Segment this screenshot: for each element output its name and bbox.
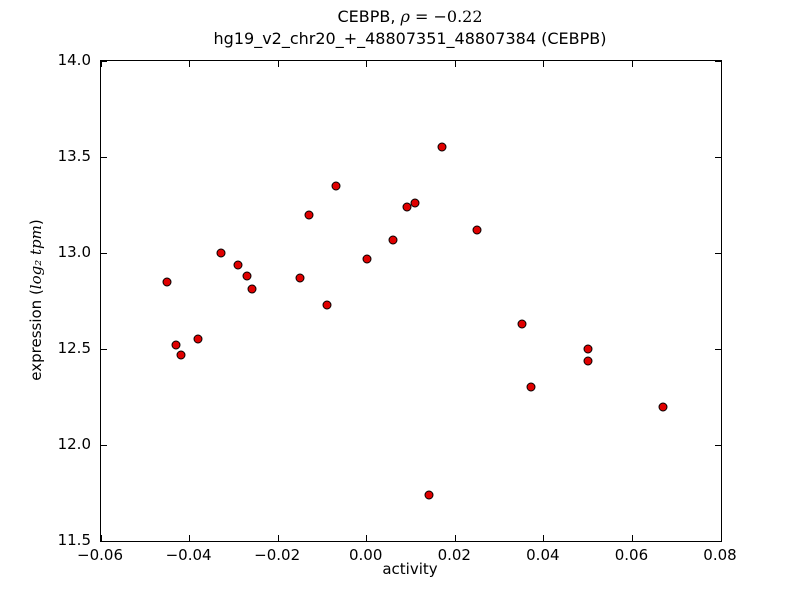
scatter-point xyxy=(176,350,186,360)
y-tick-label: 11.5 xyxy=(57,531,91,549)
x-tick xyxy=(543,535,545,541)
scatter-point xyxy=(517,319,527,329)
x-tick xyxy=(631,535,633,541)
x-tick-label: −0.06 xyxy=(77,546,123,564)
scatter-point xyxy=(388,235,398,245)
x-tick xyxy=(100,61,102,67)
x-tick-label: −0.04 xyxy=(165,546,212,564)
x-tick xyxy=(277,535,279,541)
scatter-point xyxy=(331,181,341,191)
scatter-point xyxy=(295,273,305,283)
scatter-point xyxy=(171,340,181,350)
scatter-point xyxy=(216,248,226,258)
y-tick xyxy=(101,252,107,254)
y-tick xyxy=(101,540,107,542)
scatter-point xyxy=(437,142,447,152)
scatter-point xyxy=(402,202,412,212)
scatter-point xyxy=(247,284,257,294)
y-axis-label: expression (log₂ tpm) xyxy=(27,219,45,380)
scatter-point xyxy=(472,225,482,235)
chart-title-prefix: CEBPB, xyxy=(337,7,401,26)
plot-area xyxy=(100,60,722,542)
scatter-point xyxy=(162,277,172,287)
chart-title-value: = −0.22 xyxy=(409,7,483,26)
chart-subtitle: hg19_v2_chr20_+_48807351_48807384 (CEBPB… xyxy=(213,29,607,48)
scatter-point xyxy=(304,210,314,220)
scatter-point xyxy=(658,402,668,412)
x-tick-label: 0.02 xyxy=(437,546,471,564)
scatter-point xyxy=(322,300,332,310)
x-tick xyxy=(454,535,456,541)
x-tick xyxy=(100,535,102,541)
scatter-point xyxy=(424,490,434,500)
y-tick xyxy=(101,60,107,62)
y-tick xyxy=(101,444,107,446)
scatter-point xyxy=(233,260,243,270)
x-tick xyxy=(543,61,545,67)
y-tick xyxy=(715,60,721,62)
chart-title-rho: ρ xyxy=(400,7,410,26)
x-tick xyxy=(631,61,633,67)
scatter-point xyxy=(526,382,536,392)
x-tick-label: 0.00 xyxy=(349,546,383,564)
y-tick xyxy=(715,348,721,350)
x-tick xyxy=(366,535,368,541)
y-tick-label: 12.0 xyxy=(57,435,91,453)
x-tick xyxy=(277,61,279,67)
y-tick xyxy=(715,156,721,158)
x-tick xyxy=(366,61,368,67)
chart-title: CEBPB, ρ = −0.22 xyxy=(100,7,720,26)
x-tick-label: −0.02 xyxy=(254,546,301,564)
x-tick-label: 0.06 xyxy=(614,546,649,564)
x-axis-label: activity xyxy=(382,560,438,578)
x-tick-label: 0.04 xyxy=(526,546,560,564)
y-tick xyxy=(715,540,721,542)
scatter-point xyxy=(410,198,420,208)
y-tick-label: 12.5 xyxy=(57,339,91,357)
x-tick-label: 0.08 xyxy=(703,546,737,564)
x-tick xyxy=(720,535,722,541)
y-tick-label: 13.5 xyxy=(57,147,91,165)
y-tick xyxy=(715,444,721,446)
scatter-point xyxy=(193,334,203,344)
scatter-point xyxy=(362,254,372,264)
y-axis-label-prefix: expression ( xyxy=(27,289,45,381)
scatter-point xyxy=(242,271,252,281)
y-tick xyxy=(101,156,107,158)
y-axis-label-math: log₂ tpm xyxy=(27,225,45,290)
scatter-point xyxy=(583,356,593,366)
x-tick xyxy=(189,61,191,67)
scatter-point xyxy=(583,344,593,354)
x-tick xyxy=(189,535,191,541)
x-tick xyxy=(720,61,722,67)
y-tick-label: 14.0 xyxy=(57,51,91,69)
y-tick xyxy=(101,348,107,350)
y-axis-label-suffix: ) xyxy=(27,219,45,226)
y-tick xyxy=(715,252,721,254)
y-tick-label: 13.0 xyxy=(57,243,91,261)
x-tick xyxy=(454,61,456,67)
